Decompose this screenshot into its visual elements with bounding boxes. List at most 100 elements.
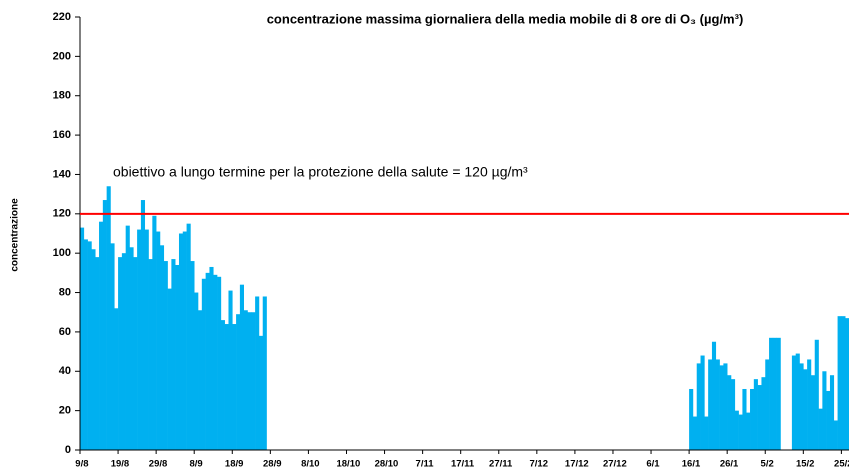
y-tick-label: 220 — [53, 11, 71, 23]
y-tick-label: 40 — [59, 365, 71, 377]
bar — [803, 369, 808, 450]
bar — [833, 420, 838, 450]
bar — [708, 359, 713, 450]
bar — [243, 310, 248, 450]
bar — [198, 310, 203, 450]
bar — [220, 320, 225, 450]
bar — [765, 359, 770, 450]
bar — [753, 379, 758, 450]
bar — [791, 355, 797, 450]
bar — [224, 324, 229, 450]
bar — [217, 276, 222, 450]
bar — [213, 274, 218, 450]
bar — [125, 225, 130, 450]
x-tick-label: 7/12 — [529, 459, 548, 470]
y-tick-label: 180 — [53, 90, 71, 102]
bar — [239, 284, 244, 450]
bar — [144, 229, 149, 450]
x-tick-label: 26/1 — [720, 459, 739, 470]
bar — [251, 312, 256, 450]
bar — [757, 385, 762, 450]
bar — [118, 257, 123, 450]
bar — [171, 259, 176, 450]
y-tick-label: 60 — [59, 326, 71, 338]
bar — [776, 337, 781, 450]
x-tick-label: 19/8 — [111, 459, 130, 470]
bar — [129, 247, 134, 450]
bar — [186, 223, 191, 450]
bar — [689, 388, 694, 450]
y-tick-label: 80 — [59, 286, 71, 298]
bar — [730, 379, 736, 450]
bar — [228, 290, 233, 450]
bar — [114, 308, 119, 450]
bar — [750, 388, 755, 450]
y-tick-label: 0 — [65, 444, 71, 456]
x-tick-label: 9/8 — [75, 459, 88, 470]
bar — [148, 259, 153, 450]
bar — [163, 261, 168, 450]
x-tick-label: 8/10 — [301, 459, 320, 470]
x-tick-label: 15/2 — [796, 459, 815, 470]
bar — [159, 245, 165, 450]
bar — [190, 261, 195, 450]
bar — [761, 377, 766, 450]
bar — [121, 253, 126, 450]
bar — [742, 388, 747, 450]
bar — [692, 416, 698, 450]
x-tick-label: 18/9 — [225, 459, 244, 470]
bar — [133, 257, 138, 450]
bar — [822, 371, 827, 450]
bar — [201, 278, 206, 450]
x-tick-label: 17/12 — [565, 459, 589, 470]
bar — [110, 243, 115, 450]
bar — [795, 353, 800, 450]
bar — [152, 215, 157, 450]
bar — [137, 229, 142, 450]
y-tick-label: 100 — [53, 247, 71, 259]
bar — [140, 200, 146, 450]
x-tick-label: 28/9 — [263, 459, 282, 470]
x-tick-label: 17/11 — [451, 459, 475, 470]
bar — [182, 231, 187, 450]
bar — [814, 339, 819, 450]
y-tick-label: 20 — [59, 405, 71, 417]
bar — [99, 221, 104, 450]
bar — [704, 416, 709, 450]
y-tick-label: 140 — [53, 168, 71, 180]
x-tick-label: 27/11 — [489, 459, 513, 470]
bar — [746, 412, 751, 450]
x-tick-label: 25/2 — [834, 459, 849, 470]
bar — [258, 335, 264, 450]
bar — [845, 318, 849, 450]
bar — [738, 414, 743, 450]
bar — [810, 375, 816, 450]
bar — [829, 375, 835, 450]
y-tick-label: 200 — [53, 50, 71, 62]
y-axis-label: concentrazione — [10, 198, 21, 272]
bar — [696, 363, 701, 450]
bar — [715, 359, 720, 450]
bar — [205, 272, 210, 450]
bar — [262, 296, 267, 450]
y-tick-label: 120 — [53, 208, 71, 220]
bar — [83, 239, 88, 450]
x-tick-label: 7/11 — [416, 459, 435, 470]
bar — [232, 324, 237, 450]
x-tick-label: 5/2 — [761, 459, 774, 470]
bar — [194, 292, 199, 450]
y-tick-label: 160 — [53, 129, 71, 141]
bar — [719, 365, 724, 450]
x-tick-label: 29/8 — [149, 459, 168, 470]
bar — [178, 233, 184, 450]
bar — [818, 408, 823, 450]
bar — [772, 337, 777, 450]
bar — [711, 341, 717, 450]
bar — [106, 186, 111, 450]
bar — [80, 227, 85, 450]
bar — [87, 241, 92, 450]
bar — [799, 363, 804, 450]
bar — [769, 337, 774, 450]
x-tick-label: 28/10 — [375, 459, 399, 470]
bar — [734, 410, 739, 450]
